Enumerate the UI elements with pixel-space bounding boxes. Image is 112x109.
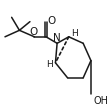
Text: O: O: [47, 16, 55, 26]
Text: O: O: [29, 27, 37, 37]
Text: H: H: [46, 60, 53, 69]
Text: OH: OH: [93, 96, 108, 106]
Text: H: H: [71, 29, 78, 38]
Text: N: N: [53, 33, 60, 43]
